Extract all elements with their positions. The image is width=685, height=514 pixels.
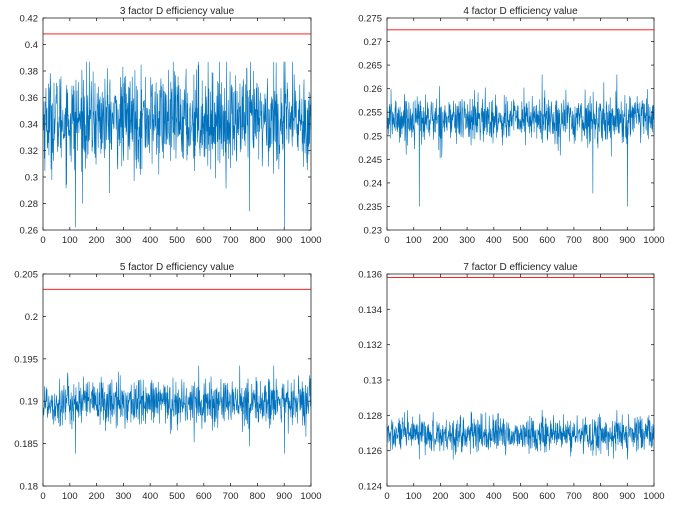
x-tick-label: 800 <box>593 491 609 502</box>
x-tick-label: 0 <box>384 235 389 246</box>
x-tick-label: 600 <box>196 491 212 502</box>
x-tick-label: 300 <box>459 491 475 502</box>
plot-area <box>387 274 654 486</box>
y-tick-label: 0.132 <box>358 340 382 351</box>
y-tick-label: 0.195 <box>14 354 38 365</box>
x-tick-label: 0 <box>40 235 45 246</box>
chart-3: 0 100 200 300 400 500 600 700 800 900 1000 0.18 0.18… <box>14 262 321 502</box>
y-tick-label: 0.235 <box>358 202 382 213</box>
x-tick-label: 300 <box>115 235 131 246</box>
x-tick-label: 400 <box>486 235 502 246</box>
x-tick-label: 200 <box>432 235 448 246</box>
x-tick-label: 500 <box>513 491 529 502</box>
x-tick-label: 200 <box>89 235 105 246</box>
series-line <box>42 61 312 228</box>
x-tick-label: 1000 <box>643 491 664 502</box>
chart-title: 4 factor D efficiency value <box>463 6 578 17</box>
y-tick-label: 0.13 <box>364 376 383 387</box>
x-tick-label: 700 <box>223 491 239 502</box>
x-tick-label: 1000 <box>300 235 321 246</box>
y-tick-label: 0.26 <box>364 84 383 95</box>
x-tick-label: 600 <box>539 491 555 502</box>
y-tick-label: 0.265 <box>358 61 382 72</box>
y-tick-label: 0.34 <box>20 120 39 131</box>
x-tick-label: 300 <box>115 491 131 502</box>
y-tick-label: 0.32 <box>20 146 39 157</box>
x-tick-label: 100 <box>406 491 422 502</box>
x-tick-label: 400 <box>142 491 158 502</box>
x-tick-label: 300 <box>459 235 475 246</box>
x-tick-label: 0 <box>40 491 45 502</box>
y-tick-label: 0.124 <box>358 482 382 493</box>
y-tick-label: 0.25 <box>364 131 383 142</box>
x-tick-label: 100 <box>406 235 422 246</box>
x-tick-label: 1000 <box>643 235 664 246</box>
chart-title: 7 factor D efficiency value <box>463 262 578 273</box>
y-tick-label: 0.36 <box>20 93 39 104</box>
x-tick-label: 700 <box>566 235 582 246</box>
x-tick-label: 900 <box>276 491 292 502</box>
x-tick-label: 600 <box>196 235 212 246</box>
y-tick-label: 0.28 <box>20 199 39 210</box>
x-tick-label: 700 <box>223 235 239 246</box>
y-tick-label: 0.2 <box>25 312 38 323</box>
y-tick-label: 0.3 <box>25 173 38 184</box>
y-tick-label: 0.23 <box>364 226 383 237</box>
chart-4: 0 100 200 300 400 500 600 700 800 900 1000 0.124 0.1… <box>358 262 664 502</box>
x-tick-label: 400 <box>486 491 502 502</box>
y-tick-label: 0.27 <box>364 37 383 48</box>
y-tick-label: 0.205 <box>14 270 38 281</box>
series-line <box>386 74 655 207</box>
x-tick-label: 200 <box>432 491 448 502</box>
y-tick-label: 0.4 <box>25 40 38 51</box>
x-tick-label: 100 <box>62 235 78 246</box>
x-tick-label: 100 <box>62 491 78 502</box>
y-tick-label: 0.245 <box>358 155 382 166</box>
y-tick-label: 0.185 <box>14 439 38 450</box>
y-tick-label: 0.24 <box>364 178 383 189</box>
y-tick-label: 0.26 <box>20 226 39 237</box>
y-tick-label: 0.42 <box>20 14 39 25</box>
x-tick-label: 200 <box>89 491 105 502</box>
x-tick-label: 0 <box>384 491 389 502</box>
x-tick-label: 500 <box>513 235 529 246</box>
y-tick-label: 0.128 <box>358 411 382 422</box>
chart-title: 5 factor D efficiency value <box>120 262 235 273</box>
chart-1: 0 100 200 300 400 500 600 700 800 900 1000 0.26 0.28… <box>20 6 322 246</box>
x-tick-label: 500 <box>169 235 185 246</box>
x-tick-label: 800 <box>249 491 265 502</box>
x-tick-label: 900 <box>276 235 292 246</box>
x-tick-label: 900 <box>619 491 635 502</box>
series-line <box>387 410 655 460</box>
y-tick-label: 0.134 <box>358 305 382 316</box>
x-tick-label: 500 <box>169 491 185 502</box>
y-tick-label: 0.255 <box>358 108 382 119</box>
x-tick-label: 600 <box>539 235 555 246</box>
y-tick-label: 0.38 <box>20 67 39 78</box>
y-tick-label: 0.18 <box>20 482 39 493</box>
x-tick-label: 900 <box>619 235 635 246</box>
plot-area <box>43 274 311 486</box>
y-tick-label: 0.136 <box>358 270 382 281</box>
x-tick-label: 700 <box>566 491 582 502</box>
y-tick-label: 0.126 <box>358 446 382 457</box>
y-tick-label: 0.275 <box>358 14 382 25</box>
chart-2: 0 100 200 300 400 500 600 700 800 900 1000 0.23 0.23… <box>358 6 664 246</box>
y-tick-label: 0.19 <box>20 397 39 408</box>
x-tick-label: 400 <box>142 235 158 246</box>
x-tick-label: 800 <box>593 235 609 246</box>
x-tick-label: 800 <box>249 235 265 246</box>
chart-title: 3 factor D efficiency value <box>120 6 235 17</box>
x-tick-label: 1000 <box>300 491 321 502</box>
series-line <box>42 365 312 454</box>
